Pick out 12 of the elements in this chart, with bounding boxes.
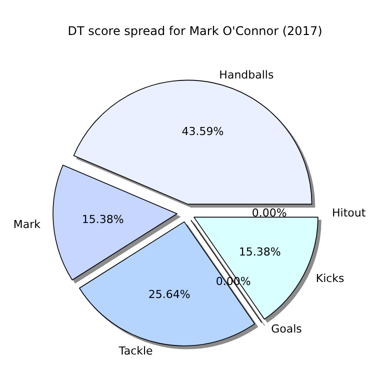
chart-title: DT score spread for Mark O'Connor (2017): [68, 24, 322, 38]
data-label: 43.59%: [182, 124, 224, 138]
slice-label: Tackle: [118, 344, 154, 358]
category-label: Goals: [271, 322, 302, 336]
text: 0.00%: [252, 206, 287, 220]
slice-label: Kicks: [316, 272, 345, 286]
data-label: 25.64%: [148, 288, 190, 302]
slice-label: Mark: [13, 218, 42, 231]
data-label: 15.38%: [82, 213, 124, 226]
slice-label: Handballs: [219, 68, 274, 82]
category-label: Hitout: [332, 206, 366, 220]
data-label: 15.38%: [238, 245, 281, 258]
